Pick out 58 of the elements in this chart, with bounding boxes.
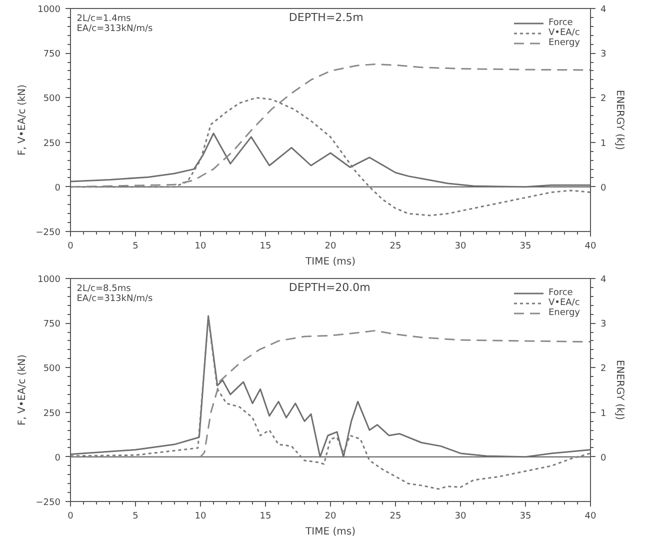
y-tick-label: 750: [43, 320, 61, 330]
y2-axis-title: ENERGY (kJ): [614, 90, 626, 150]
x-tick-label: 25: [390, 242, 402, 252]
y-axis-title: F, V•EA/c (kN): [16, 84, 28, 156]
y2-tick-label: 2: [600, 364, 606, 374]
y-tick-label: 250: [43, 138, 61, 149]
y2-tick-label: 3: [600, 50, 606, 60]
chart-title: DEPTH=2.5m: [288, 11, 364, 24]
x-tick-label: 30: [454, 242, 466, 252]
y2-tick-label: 2: [600, 94, 606, 104]
legend-label: Force: [548, 18, 573, 28]
x-axis-title: TIME (ms): [304, 256, 356, 268]
x-tick-label: 20: [324, 512, 336, 522]
y2-tick-label: 0: [600, 183, 606, 194]
annotation: 2L/c=1.4ms: [76, 14, 132, 24]
y2-axis-title: ENERGY (kJ): [614, 360, 626, 420]
x-tick-label: 15: [260, 242, 272, 252]
legend-label: Energy: [548, 38, 580, 48]
y-tick-label: 750: [43, 50, 61, 60]
y2-tick-label: 3: [600, 320, 606, 330]
y2-tick-label: 1: [600, 408, 606, 419]
y-tick-label: 500: [43, 94, 61, 104]
x-axis-title: TIME (ms): [304, 526, 356, 538]
x-tick-label: 15: [260, 512, 272, 522]
x-tick-label: 25: [390, 512, 402, 522]
x-tick-label: 20: [324, 242, 336, 252]
legend-label: Energy: [548, 308, 580, 318]
x-tick-label: 10: [194, 242, 206, 252]
x-tick-label: 30: [454, 512, 466, 522]
y2-tick-label: 1: [600, 138, 606, 149]
y-tick-label: 1000: [38, 5, 61, 15]
y-tick-label: −250: [36, 498, 61, 508]
legend-label: V•EA/c: [548, 28, 580, 38]
x-tick-label: 5: [132, 242, 138, 252]
y-tick-label: 500: [43, 364, 61, 374]
y-axis-title: F, V•EA/c (kN): [16, 354, 28, 426]
annotation: EA/c=313kN/m/s: [76, 294, 154, 304]
chart-title: DEPTH=20.0m: [288, 281, 370, 294]
x-tick-label: 35: [520, 242, 532, 252]
y2-tick-label: 4: [600, 5, 606, 15]
x-tick-label: 5: [132, 512, 138, 522]
y-tick-label: −250: [36, 228, 61, 238]
y-tick-label: 1000: [38, 275, 61, 285]
annotation: EA/c=313kN/m/s: [76, 24, 154, 34]
legend-label: V•EA/c: [548, 298, 580, 308]
x-tick-label: 0: [68, 242, 74, 252]
y2-tick-label: 0: [600, 453, 606, 464]
x-tick-label: 0: [68, 512, 74, 522]
y-tick-label: 250: [43, 408, 61, 419]
legend-label: Force: [548, 288, 573, 298]
annotation: 2L/c=8.5ms: [76, 284, 132, 294]
x-tick-label: 40: [584, 512, 596, 522]
y-tick-label: 0: [54, 453, 61, 464]
y-tick-label: 0: [54, 183, 61, 194]
x-tick-label: 40: [584, 242, 596, 252]
x-tick-label: 10: [194, 512, 206, 522]
x-tick-label: 35: [520, 512, 532, 522]
y2-tick-label: 4: [600, 275, 606, 285]
